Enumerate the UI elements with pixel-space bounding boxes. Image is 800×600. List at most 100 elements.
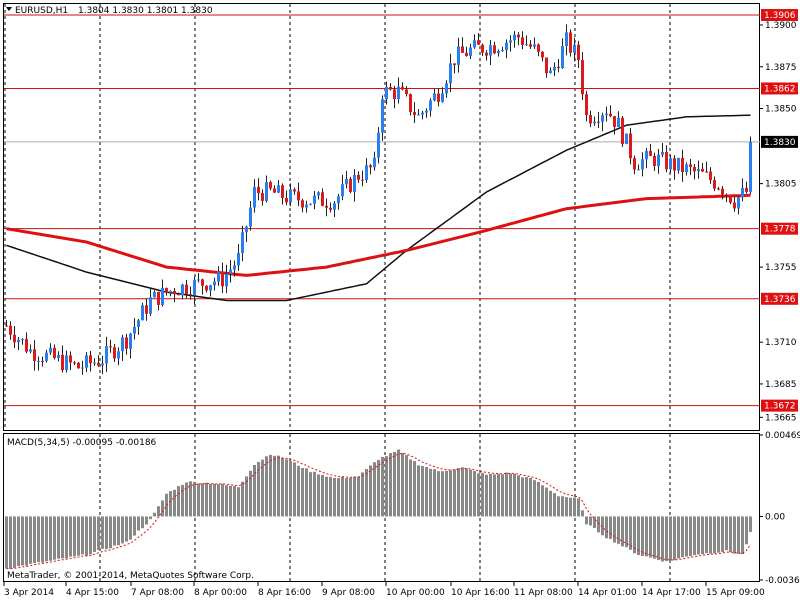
candle-body: [361, 179, 364, 181]
macd-bar: [225, 485, 228, 517]
macd-bar: [465, 468, 468, 517]
price-pane-frame: [3, 3, 760, 431]
macd-bar: [697, 516, 700, 555]
macd-bar: [81, 516, 84, 555]
candle-body: [337, 196, 340, 204]
level-label: 1.3736: [764, 295, 796, 305]
macd-bar: [41, 516, 44, 563]
macd-bar: [693, 516, 696, 556]
candle-body: [729, 195, 732, 203]
level-badge: [761, 292, 798, 305]
macd-bar: [49, 516, 52, 561]
candle-body: [505, 42, 508, 51]
candle-body: [137, 320, 140, 327]
candle-body: [553, 66, 556, 71]
candle-body: [533, 44, 536, 47]
candle-body: [721, 188, 724, 195]
candle-body: [157, 291, 160, 305]
price-tick-label: 1.3900: [765, 21, 797, 31]
macd-bar: [621, 516, 624, 547]
candle-body: [673, 158, 676, 171]
macd-bar: [221, 483, 224, 517]
candle-body: [581, 60, 584, 95]
macd-bar: [61, 516, 64, 559]
candle-body: [429, 100, 432, 111]
price-tick-label: 1.3710: [765, 338, 797, 348]
macd-bar: [141, 516, 144, 529]
candle-body: [529, 44, 532, 47]
level-badge: [761, 222, 798, 235]
macd-bar: [413, 461, 416, 517]
candle-body: [645, 150, 648, 160]
candle-body: [469, 47, 472, 56]
macd-bar: [253, 465, 256, 517]
macd-bar: [53, 516, 56, 560]
candle-body: [325, 205, 328, 208]
candle-body: [41, 360, 44, 362]
candle-body: [681, 157, 684, 173]
macd-bar: [257, 461, 260, 517]
candle-body: [617, 117, 620, 127]
macd-bar: [65, 516, 68, 559]
ma-slow-line: [6, 193, 751, 277]
candle-body: [493, 45, 496, 54]
macd-bar: [173, 489, 176, 517]
candle-body: [333, 203, 336, 210]
macd-bar: [397, 449, 400, 517]
macd-bar: [77, 516, 80, 556]
candle-body: [285, 197, 288, 203]
price-tick-label: 1.3665: [765, 413, 797, 423]
macd-bar: [201, 483, 204, 517]
candle-body: [381, 99, 384, 133]
candle-body: [233, 265, 236, 270]
macd-bar: [661, 516, 664, 562]
macd-bar: [577, 498, 580, 517]
candle-body: [213, 281, 216, 286]
candle-body: [5, 325, 8, 327]
candle-body: [437, 93, 440, 102]
candle-body: [549, 70, 552, 74]
candle-body: [289, 189, 292, 203]
macd-bar: [509, 473, 512, 517]
candle-body: [49, 347, 52, 353]
candle-body: [117, 351, 120, 359]
price-tick-label: 1.3755: [765, 263, 797, 273]
macd-bar: [629, 516, 632, 550]
macd-bar: [649, 516, 652, 558]
macd-bar: [385, 456, 388, 517]
candle-body: [593, 121, 596, 124]
candle-body: [89, 355, 92, 364]
macd-bar: [37, 516, 40, 563]
candle-body: [545, 57, 548, 74]
macd-bar: [545, 487, 548, 517]
candle-body: [101, 363, 104, 366]
price-axis: 1.3900 1.3875 1.3850 1.3805 1.3755 1.3710 1.36…: [760, 21, 800, 586]
macd-bar: [749, 516, 752, 532]
macd-histogram: [5, 449, 752, 570]
dropdown-triangle-icon[interactable]: [6, 7, 12, 11]
ohlc-values: 1.3804 1.3830 1.3801 1.3830: [78, 6, 213, 16]
horizontal-levels: 1.3906 1.3862 1.3778 1.3736 1.3672 1.3830: [4, 9, 798, 412]
candle-body: [389, 86, 392, 90]
macd-bar: [57, 516, 60, 559]
macd-bar: [189, 481, 192, 517]
candle-body: [225, 273, 228, 287]
candle-body: [525, 44, 528, 46]
candle-body: [17, 339, 20, 343]
macd-bar: [505, 472, 508, 517]
macd-bar: [737, 516, 740, 554]
candle-body: [517, 34, 520, 38]
macd-bar: [721, 516, 724, 553]
macd-bar: [261, 459, 264, 517]
macd-bar: [657, 516, 660, 561]
candle-body: [261, 193, 264, 201]
macd-bar: [285, 459, 288, 517]
candle-body: [237, 252, 240, 266]
macd-bar: [549, 490, 552, 517]
macd-bar: [673, 516, 676, 561]
candle-body: [345, 178, 348, 185]
candle-body: [473, 40, 476, 48]
macd-bar: [21, 516, 24, 566]
macd-bar: [713, 516, 716, 554]
